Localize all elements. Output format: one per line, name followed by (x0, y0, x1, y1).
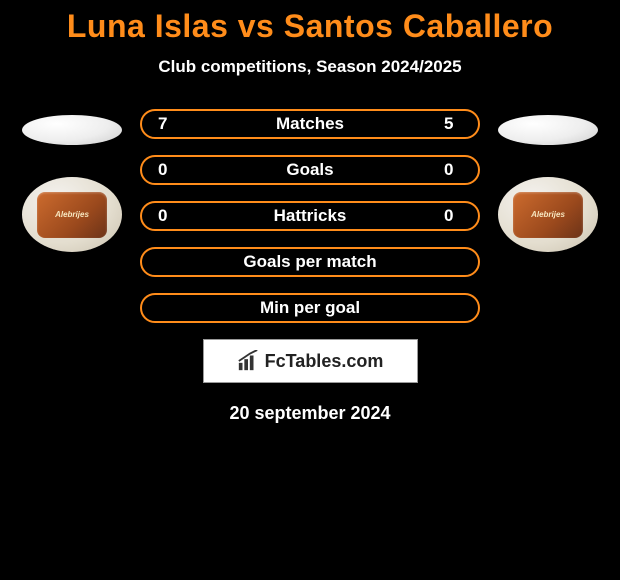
stat-label: Goals per match (243, 252, 376, 272)
fctables-attribution[interactable]: FcTables.com (203, 339, 418, 383)
stat-row-goals-per-match: Goals per match (140, 247, 480, 277)
bar-chart-icon (237, 350, 259, 372)
infographic-date: 20 september 2024 (0, 403, 620, 424)
right-country-icon (498, 115, 598, 145)
right-player-col: Alebrijes (498, 109, 598, 252)
stats-column: 7 Matches 5 0 Goals 0 0 Hattricks 0 Goal… (140, 109, 480, 323)
right-club-badge: Alebrijes (498, 177, 598, 252)
stat-left-value: 0 (158, 206, 176, 226)
main-area: Alebrijes 7 Matches 5 0 Goals 0 0 Hattri… (0, 109, 620, 323)
fctables-label: FcTables.com (265, 351, 384, 372)
stat-left-value: 7 (158, 114, 176, 134)
stat-row-hattricks: 0 Hattricks 0 (140, 201, 480, 231)
left-club-badge: Alebrijes (22, 177, 122, 252)
right-club-label: Alebrijes (513, 192, 583, 238)
stat-left-value: 0 (158, 160, 176, 180)
stat-row-min-per-goal: Min per goal (140, 293, 480, 323)
stat-right-value: 5 (444, 114, 462, 134)
stat-right-value: 0 (444, 206, 462, 226)
stat-label: Matches (276, 114, 344, 134)
left-country-icon (22, 115, 122, 145)
left-player-col: Alebrijes (22, 109, 122, 252)
stat-row-goals: 0 Goals 0 (140, 155, 480, 185)
stat-right-value: 0 (444, 160, 462, 180)
stat-row-matches: 7 Matches 5 (140, 109, 480, 139)
stat-label: Goals (286, 160, 333, 180)
stat-label: Hattricks (274, 206, 347, 226)
page-title: Luna Islas vs Santos Caballero (0, 8, 620, 45)
stat-label: Min per goal (260, 298, 360, 318)
page-subtitle: Club competitions, Season 2024/2025 (0, 57, 620, 77)
left-club-label: Alebrijes (37, 192, 107, 238)
comparison-widget: Luna Islas vs Santos Caballero Club comp… (0, 0, 620, 424)
